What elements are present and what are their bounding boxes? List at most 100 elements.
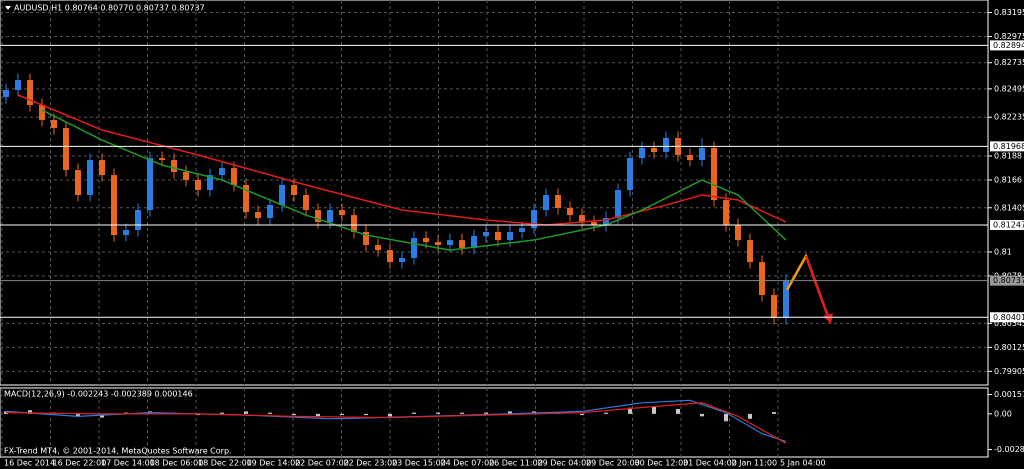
candle-body (615, 189, 621, 219)
x-tick-label: 24 Dec 07:00 (441, 459, 495, 468)
candle-body (267, 205, 273, 219)
macd-bar (220, 412, 224, 414)
candle-body (303, 195, 309, 211)
macd-title: MACD(12,26,9) -0.002243 -0.002389 0.0001… (4, 390, 193, 399)
x-tick-label: 16 Dec 2014 (4, 459, 55, 468)
candle-body (567, 207, 573, 216)
last-price-label: 0.80737 (993, 276, 1024, 285)
x-tick-label: 29 Dec 20:00 (586, 459, 640, 468)
candle-body (135, 210, 141, 231)
candle-body (39, 105, 45, 120)
candle-body (207, 175, 213, 190)
chart-title: AUDUSD,H1 0.80764 0.80770 0.80737 0.8073… (14, 4, 205, 13)
macd-bar (748, 413, 752, 419)
macd-bar (580, 413, 584, 416)
candle-body (495, 231, 501, 241)
y-tick-label: 0.82735 (994, 58, 1024, 67)
x-tick-label: 31 Dec 04:00 (683, 459, 737, 468)
candle-body (27, 80, 33, 106)
x-tick-label: 17 Dec 14:00 (101, 459, 155, 468)
macd-bar (124, 412, 128, 414)
macd-bar (628, 407, 632, 414)
macd-bar (292, 413, 296, 416)
y-tick-label: 0.83195 (994, 8, 1024, 17)
candle-body (651, 148, 657, 153)
macd-bar (196, 413, 200, 416)
level-label-box (990, 220, 1024, 231)
x-tick-label: 22 Dec 07:00 (295, 459, 349, 468)
candle-body (15, 80, 21, 90)
candle-body (591, 222, 597, 226)
candle-body (279, 184, 285, 206)
candle-body (447, 240, 453, 246)
candle-body (291, 184, 297, 196)
macd-bar (316, 413, 320, 417)
candle-body (255, 212, 261, 219)
candle-body (663, 137, 669, 153)
x-tick-label: 23 Dec 15:00 (392, 459, 446, 468)
candle-body (747, 240, 753, 263)
y-tick-label: 0.79905 (994, 367, 1024, 376)
macd-bar (484, 412, 488, 414)
candle-body (471, 236, 477, 249)
candle-body (627, 158, 633, 190)
candle-body (231, 168, 237, 185)
candle-body (75, 170, 81, 196)
candle-body (87, 159, 93, 196)
level-label-box (990, 312, 1024, 323)
y-tick-label: 0.80345 (994, 319, 1024, 328)
candle-body (543, 195, 549, 211)
level-label-box (990, 141, 1024, 152)
main-panel (0, 0, 989, 386)
macd-bar (604, 412, 608, 414)
moving-average (17, 94, 787, 226)
footer: FX-Trend MT4, © 2001-2014, MetaQuotes So… (4, 447, 232, 456)
macd-bar (652, 406, 656, 414)
macd-bar (436, 412, 440, 414)
macd-bar (76, 413, 80, 417)
candle-body (315, 210, 321, 223)
y-tick-label: 0.8188 (994, 151, 1022, 160)
x-tick-label: 19 Dec 14:00 (247, 459, 301, 468)
candle-body (579, 215, 585, 223)
candle-body (435, 242, 441, 246)
macd-tick-label: 0.00 (994, 409, 1012, 418)
candle-body (723, 200, 729, 226)
arrow-head (823, 313, 833, 324)
macd-bar (364, 413, 368, 416)
candle-body (423, 237, 429, 243)
candle-body (147, 158, 153, 211)
macd-bar (388, 413, 392, 417)
y-tick-label: 0.82495 (994, 84, 1024, 93)
x-tick-label: 30 Dec 12:00 (635, 459, 689, 468)
level-label: 0.80401 (993, 313, 1024, 322)
x-tick-label: 29 Dec 04:00 (538, 459, 592, 468)
candle-body (327, 210, 333, 223)
candle-body (411, 237, 417, 259)
candle-body (771, 295, 777, 319)
x-tick-label: 18 Dec 06:00 (150, 459, 204, 468)
macd-bar (412, 412, 416, 414)
candle-body (339, 210, 345, 216)
y-tick-label: 0.81 (994, 247, 1012, 256)
level-label-box (990, 40, 1024, 51)
candle-body (519, 228, 525, 232)
macd-bar (100, 413, 104, 418)
macd-tick-label: -0.002898 (994, 445, 1024, 454)
candle-body (459, 240, 465, 249)
y-tick-label: 0.82235 (994, 113, 1024, 122)
forecast-down (804, 255, 832, 323)
candle-body (111, 175, 117, 236)
candle-body (63, 128, 69, 171)
x-tick-label: 2 Jan 11:00 (732, 459, 778, 468)
moving-average (41, 109, 787, 251)
macd-line (5, 399, 787, 443)
y-tick-label: 0.8166 (994, 175, 1022, 184)
y-tick-label: 0.82975 (994, 32, 1024, 41)
candle-body (711, 148, 717, 201)
candle-body (735, 225, 741, 241)
candle-body (507, 231, 513, 241)
macd-bar (268, 412, 272, 414)
candle-body (171, 159, 177, 172)
